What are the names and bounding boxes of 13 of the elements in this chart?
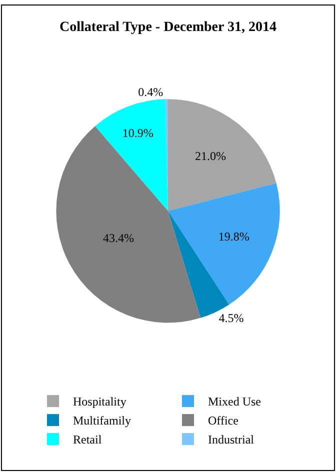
legend-label: Hospitality [73, 394, 126, 409]
legend-label: Industrial [208, 432, 255, 447]
legend-label: Retail [73, 432, 102, 447]
legend-label: Multifamily [73, 414, 131, 428]
data-label: 4.5% [218, 310, 244, 325]
data-label: 21.0% [194, 149, 226, 164]
chart-title: Collateral Type - December 31, 2014 [60, 20, 276, 36]
legend-label: Office [208, 414, 238, 428]
data-label: 19.8% [218, 230, 250, 244]
data-label: 0.4% [138, 85, 164, 100]
data-label: 10.9% [122, 126, 154, 140]
data-label: 43.4% [102, 231, 134, 246]
legend-label: Mixed Use [208, 394, 261, 409]
